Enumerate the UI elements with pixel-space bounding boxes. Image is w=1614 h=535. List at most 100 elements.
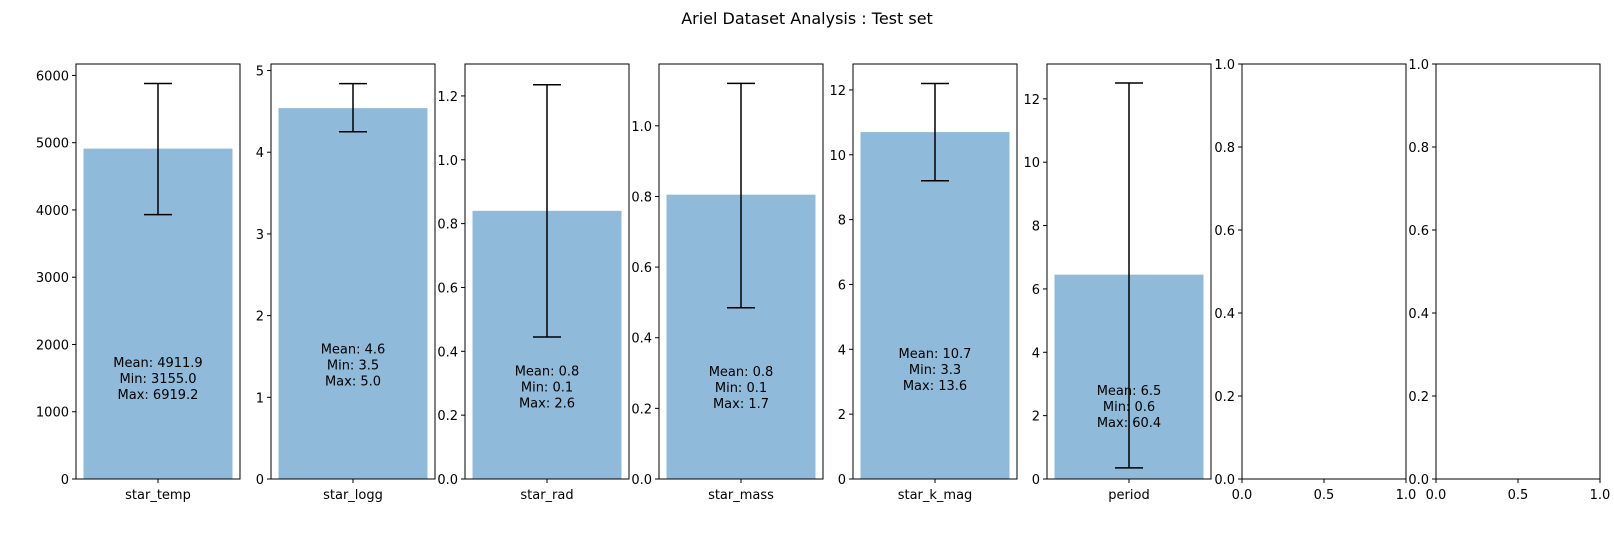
stats-line-2: Min: 3155.0 xyxy=(119,372,196,387)
y-tick-label: 0 xyxy=(61,473,69,488)
axes-frame xyxy=(464,63,630,480)
y-tick-label: 0.8 xyxy=(631,190,652,205)
x-category-label: star_temp xyxy=(125,488,191,503)
y-tick-label: 1000 xyxy=(36,406,69,421)
x-category-label: star_rad xyxy=(520,488,573,503)
y-tick-label: 1 xyxy=(256,391,264,406)
x-category-label: period xyxy=(1108,488,1149,503)
stats-line-1: Mean: 6.5 xyxy=(1097,384,1162,399)
stats-line-1: Mean: 4.6 xyxy=(321,343,386,358)
y-tick-label: 4 xyxy=(838,343,846,358)
y-tick-label: 1.2 xyxy=(437,90,458,105)
stats-line-2: Min: 0.1 xyxy=(715,381,767,396)
figure-title: Ariel Dataset Analysis : Test set xyxy=(681,9,933,28)
y-tick-label: 0 xyxy=(256,473,264,488)
y-tick-label: 1.0 xyxy=(437,154,458,169)
y-tick-label: 0.8 xyxy=(1408,141,1429,156)
y-tick-label: 0.6 xyxy=(437,281,458,296)
x-tick-label: 0.5 xyxy=(1508,488,1529,503)
y-tick-label: 2 xyxy=(256,310,264,325)
y-tick-label: 0.4 xyxy=(1408,307,1429,322)
stats-line-3: Max: 2.6 xyxy=(519,396,575,411)
y-tick-label: 0.4 xyxy=(1214,307,1235,322)
bar xyxy=(860,132,1010,479)
y-tick-label: 6 xyxy=(1032,283,1040,298)
y-tick-label: 0.0 xyxy=(437,473,458,488)
stats-line-2: Min: 0.1 xyxy=(521,380,573,395)
y-tick-label: 10 xyxy=(829,149,846,164)
y-tick-label: 10 xyxy=(1023,156,1040,171)
y-tick-label: 4 xyxy=(1032,346,1040,361)
y-tick-label: 1.0 xyxy=(1408,58,1429,73)
bar xyxy=(278,108,428,480)
y-tick-label: 0.2 xyxy=(631,402,652,417)
stats-line-3: Max: 13.6 xyxy=(903,379,967,394)
stats-line-1: Mean: 10.7 xyxy=(899,347,972,362)
axes-frame xyxy=(1435,63,1601,480)
axes-frame xyxy=(852,63,1018,480)
y-tick-label: 1.0 xyxy=(631,120,652,135)
stats-line-1: Mean: 4911.9 xyxy=(113,356,202,371)
stats-line-1: Mean: 0.8 xyxy=(709,365,774,380)
y-tick-label: 3000 xyxy=(36,271,69,286)
x-category-label: star_logg xyxy=(323,488,383,503)
y-tick-label: 12 xyxy=(1023,93,1040,108)
x-tick-label: 1.0 xyxy=(1396,488,1417,503)
subplot-7: 0.0 0.5 1.0 0.0 0.2 0.4 0.6 0.8 1.0 xyxy=(1214,58,1416,503)
y-tick-label: 0.4 xyxy=(437,345,458,360)
stats-line-2: Min: 0.6 xyxy=(1103,400,1155,415)
y-tick-label: 2 xyxy=(838,408,846,423)
x-tick-label: 0.5 xyxy=(1314,488,1335,503)
stats-line-3: Max: 1.7 xyxy=(713,397,769,412)
y-tick-label: 0.2 xyxy=(1214,390,1235,405)
y-tick-label: 6000 xyxy=(36,69,69,84)
y-tick-label: 0.4 xyxy=(631,332,652,347)
y-tick-label: 0.2 xyxy=(437,409,458,424)
stats-line-3: Max: 5.0 xyxy=(325,375,381,390)
stats-line-2: Min: 3.3 xyxy=(909,363,961,378)
y-tick-label: 6 xyxy=(838,278,846,293)
y-tick-label: 0.6 xyxy=(1214,224,1235,239)
x-tick-label: 1.0 xyxy=(1590,488,1611,503)
axes-frame xyxy=(270,63,436,480)
y-tick-label: 5 xyxy=(256,65,264,80)
y-tick-label: 0.0 xyxy=(1214,473,1235,488)
y-tick-label: 0 xyxy=(838,473,846,488)
axes-frame xyxy=(658,63,824,480)
stats-line-3: Max: 60.4 xyxy=(1097,416,1161,431)
y-tick-label: 0.0 xyxy=(631,473,652,488)
y-tick-label: 0.0 xyxy=(1408,473,1429,488)
x-tick-label: 0.0 xyxy=(1426,488,1447,503)
stats-line-2: Min: 3.5 xyxy=(327,359,379,374)
y-tick-label: 8 xyxy=(1032,220,1040,235)
subplot-8: 0.0 0.5 1.0 0.0 0.2 0.4 0.6 0.8 1.0 xyxy=(1408,58,1610,503)
y-tick-label: 3 xyxy=(256,228,264,243)
y-tick-label: 5000 xyxy=(36,137,69,152)
y-tick-label: 2000 xyxy=(36,338,69,353)
y-tick-label: 1.0 xyxy=(1214,58,1235,73)
x-category-label: star_k_mag xyxy=(898,488,973,503)
y-tick-label: 4000 xyxy=(36,204,69,219)
y-tick-label: 0.6 xyxy=(631,261,652,276)
y-tick-label: 12 xyxy=(829,84,846,99)
axes-frame xyxy=(75,63,241,480)
axes-frame xyxy=(1241,63,1407,480)
y-tick-label: 0 xyxy=(1032,473,1040,488)
stats-line-3: Max: 6919.2 xyxy=(118,388,199,403)
x-category-label: star_mass xyxy=(708,488,774,503)
axes-frame xyxy=(1046,63,1212,480)
y-tick-label: 2 xyxy=(1032,410,1040,425)
stats-line-1: Mean: 0.8 xyxy=(515,364,580,379)
y-tick-label: 0.8 xyxy=(1214,141,1235,156)
y-tick-label: 8 xyxy=(838,214,846,229)
x-tick-label: 0.0 xyxy=(1232,488,1253,503)
y-tick-label: 0.2 xyxy=(1408,390,1429,405)
